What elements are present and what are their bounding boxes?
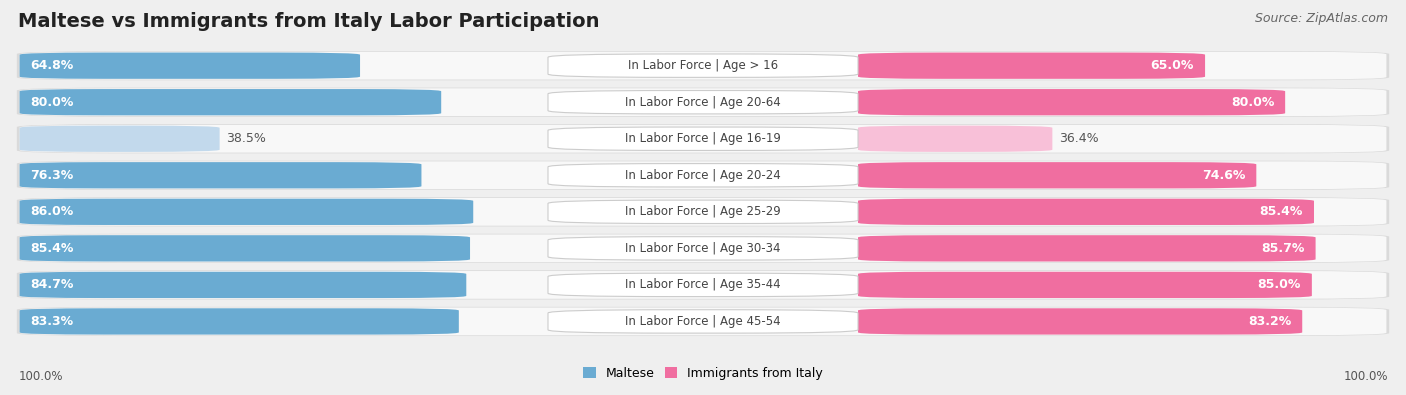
Text: In Labor Force | Age 35-44: In Labor Force | Age 35-44: [626, 278, 780, 292]
FancyBboxPatch shape: [20, 199, 474, 225]
FancyBboxPatch shape: [20, 89, 441, 115]
Text: 38.5%: 38.5%: [226, 132, 266, 145]
FancyBboxPatch shape: [17, 124, 1389, 153]
FancyBboxPatch shape: [17, 197, 1389, 226]
FancyBboxPatch shape: [858, 199, 1315, 225]
Text: 84.7%: 84.7%: [31, 278, 75, 292]
FancyBboxPatch shape: [548, 237, 858, 260]
FancyBboxPatch shape: [17, 88, 1389, 117]
FancyBboxPatch shape: [20, 235, 1386, 262]
FancyBboxPatch shape: [548, 54, 858, 77]
FancyBboxPatch shape: [548, 310, 858, 333]
FancyBboxPatch shape: [20, 162, 422, 188]
FancyBboxPatch shape: [20, 162, 1386, 189]
FancyBboxPatch shape: [548, 273, 858, 297]
FancyBboxPatch shape: [17, 161, 1389, 190]
Text: 83.3%: 83.3%: [31, 315, 73, 328]
FancyBboxPatch shape: [858, 308, 1302, 335]
Text: 80.0%: 80.0%: [31, 96, 75, 109]
Legend: Maltese, Immigrants from Italy: Maltese, Immigrants from Italy: [578, 362, 828, 385]
FancyBboxPatch shape: [20, 308, 458, 335]
FancyBboxPatch shape: [20, 126, 219, 152]
FancyBboxPatch shape: [858, 53, 1205, 79]
FancyBboxPatch shape: [20, 88, 1386, 116]
Text: 85.4%: 85.4%: [1260, 205, 1303, 218]
Text: 85.0%: 85.0%: [1257, 278, 1301, 292]
FancyBboxPatch shape: [858, 162, 1257, 188]
Text: 85.4%: 85.4%: [31, 242, 75, 255]
FancyBboxPatch shape: [17, 307, 1389, 336]
FancyBboxPatch shape: [548, 164, 858, 187]
FancyBboxPatch shape: [20, 235, 470, 261]
FancyBboxPatch shape: [548, 200, 858, 224]
Text: In Labor Force | Age 16-19: In Labor Force | Age 16-19: [626, 132, 780, 145]
FancyBboxPatch shape: [17, 234, 1389, 263]
Text: Source: ZipAtlas.com: Source: ZipAtlas.com: [1254, 12, 1388, 25]
Text: 65.0%: 65.0%: [1150, 59, 1194, 72]
FancyBboxPatch shape: [858, 235, 1316, 261]
Text: 80.0%: 80.0%: [1230, 96, 1274, 109]
FancyBboxPatch shape: [858, 272, 1312, 298]
FancyBboxPatch shape: [20, 53, 360, 79]
Text: In Labor Force | Age 30-34: In Labor Force | Age 30-34: [626, 242, 780, 255]
Text: In Labor Force | Age 20-24: In Labor Force | Age 20-24: [626, 169, 780, 182]
Text: In Labor Force | Age 25-29: In Labor Force | Age 25-29: [626, 205, 780, 218]
FancyBboxPatch shape: [858, 89, 1285, 115]
FancyBboxPatch shape: [20, 52, 1386, 79]
FancyBboxPatch shape: [20, 271, 1386, 299]
FancyBboxPatch shape: [20, 272, 467, 298]
FancyBboxPatch shape: [20, 198, 1386, 226]
FancyBboxPatch shape: [858, 126, 1052, 152]
FancyBboxPatch shape: [548, 127, 858, 150]
Text: In Labor Force | Age 20-64: In Labor Force | Age 20-64: [626, 96, 780, 109]
FancyBboxPatch shape: [17, 51, 1389, 80]
Text: 64.8%: 64.8%: [31, 59, 75, 72]
Text: 76.3%: 76.3%: [31, 169, 75, 182]
FancyBboxPatch shape: [17, 270, 1389, 299]
Text: 36.4%: 36.4%: [1059, 132, 1099, 145]
Text: 100.0%: 100.0%: [18, 370, 63, 383]
Text: In Labor Force | Age > 16: In Labor Force | Age > 16: [628, 59, 778, 72]
FancyBboxPatch shape: [548, 90, 858, 114]
FancyBboxPatch shape: [20, 308, 1386, 335]
Text: Maltese vs Immigrants from Italy Labor Participation: Maltese vs Immigrants from Italy Labor P…: [18, 12, 600, 31]
Text: 100.0%: 100.0%: [1343, 370, 1388, 383]
Text: 85.7%: 85.7%: [1261, 242, 1305, 255]
Text: 74.6%: 74.6%: [1202, 169, 1246, 182]
Text: In Labor Force | Age 45-54: In Labor Force | Age 45-54: [626, 315, 780, 328]
Text: 83.2%: 83.2%: [1249, 315, 1291, 328]
FancyBboxPatch shape: [20, 125, 1386, 152]
Text: 86.0%: 86.0%: [31, 205, 75, 218]
